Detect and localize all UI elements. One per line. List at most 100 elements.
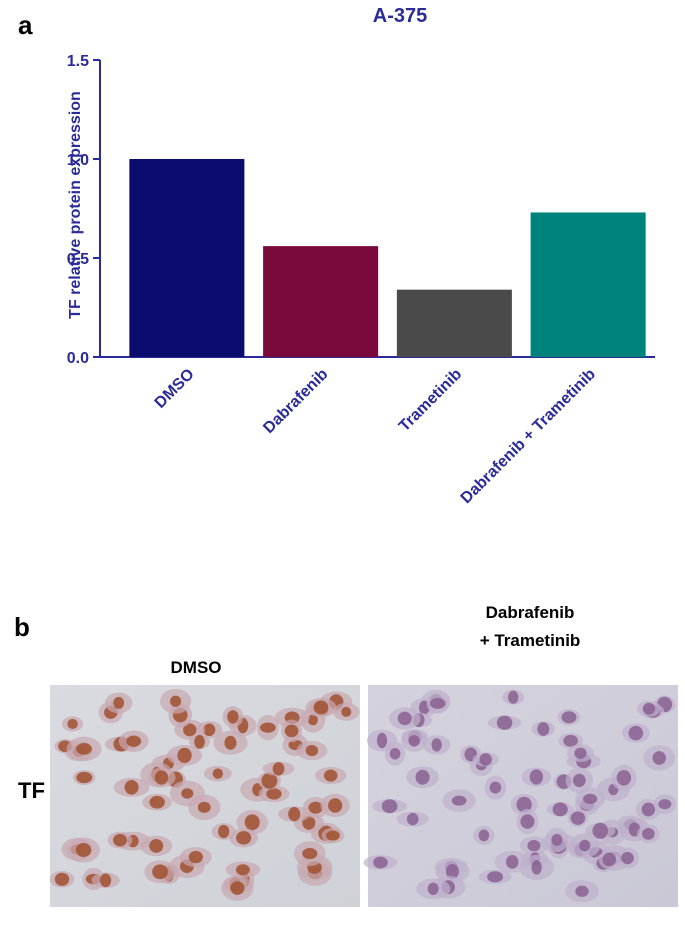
cells (49, 688, 676, 903)
cell-nucleus (99, 873, 112, 888)
chart-title: A-375 (373, 5, 427, 27)
cell-nucleus (197, 801, 211, 813)
bar (530, 212, 646, 357)
cell-nucleus (429, 697, 446, 709)
cell-nucleus (323, 769, 338, 782)
bar (129, 159, 245, 357)
cell-nucleus (188, 850, 203, 864)
cell-nucleus (451, 795, 467, 806)
cell-nucleus (170, 695, 182, 707)
row-label: TF (18, 778, 45, 803)
cell-nucleus (641, 802, 656, 817)
cell-nucleus (373, 856, 388, 869)
cell-nucleus (389, 748, 401, 760)
cell-nucleus (579, 839, 591, 852)
cell-nucleus (266, 788, 282, 800)
cell-nucleus (284, 724, 299, 738)
cell-nucleus (227, 710, 239, 724)
cell-nucleus (570, 811, 586, 825)
cell-nucleus (408, 735, 420, 747)
cell-nucleus (272, 762, 285, 776)
cell-nucleus (520, 814, 535, 829)
cell-nucleus (75, 842, 92, 858)
cell-nucleus (551, 833, 563, 846)
cell-nucleus (152, 864, 168, 880)
cell-nucleus (218, 824, 230, 839)
cell-nucleus (259, 722, 276, 733)
cell-nucleus (478, 829, 490, 842)
x-tick-label: Dabrafenib (260, 366, 331, 437)
y-tick-label: 0.0 (67, 350, 89, 367)
cell-nucleus (552, 802, 568, 817)
panel-label: b (14, 612, 30, 642)
x-tick-label: DMSO (152, 366, 198, 412)
cell-nucleus (203, 723, 216, 737)
cell-nucleus (288, 806, 301, 822)
bar (263, 246, 379, 357)
cell-nucleus (212, 768, 224, 779)
cell-nucleus (305, 745, 319, 757)
y-tick-label: 0.5 (67, 251, 89, 268)
cell-nucleus (572, 773, 586, 788)
column-label: + Trametinib (480, 631, 581, 650)
cell-nucleus (224, 735, 237, 750)
bar (396, 289, 512, 357)
cell-nucleus (574, 747, 587, 759)
cell-nucleus (406, 812, 419, 826)
cell-nucleus (76, 743, 92, 755)
cell-nucleus (244, 814, 260, 831)
cell-nucleus (479, 753, 492, 766)
cell-nucleus (261, 772, 278, 789)
cell-nucleus (621, 851, 634, 865)
cell-nucleus (236, 831, 252, 845)
cell-nucleus (308, 801, 323, 814)
cell-nucleus (124, 780, 139, 795)
cell-nucleus (508, 690, 519, 704)
cell-nucleus (113, 696, 125, 709)
cell-nucleus (616, 769, 632, 786)
cell-nucleus (487, 871, 504, 883)
cell-nucleus (516, 796, 532, 813)
cell-nucleus (427, 882, 439, 896)
cell-nucleus (326, 830, 340, 841)
cell-nucleus (376, 732, 388, 749)
cell-nucleus (642, 828, 655, 840)
column-label: DMSO (171, 658, 222, 677)
cell-nucleus (54, 872, 70, 886)
cell-nucleus (149, 838, 164, 853)
cell-nucleus (76, 771, 93, 784)
cell-nucleus (113, 833, 127, 847)
cell-nucleus (563, 734, 578, 747)
cell-nucleus (415, 769, 430, 785)
cell-nucleus (177, 747, 192, 764)
cell-nucleus (67, 718, 78, 729)
column-label: Dabrafenib (486, 603, 575, 622)
cell-nucleus (531, 860, 542, 875)
cell-nucleus (307, 714, 318, 726)
cell-nucleus (431, 738, 442, 752)
cell-nucleus (602, 852, 616, 867)
y-axis-label: TF relative protein expression (67, 91, 84, 319)
x-tick-label: Dabrafenib + Trametinib (458, 366, 599, 507)
cell-nucleus (149, 795, 165, 809)
cell-nucleus (496, 715, 513, 730)
cell-nucleus (527, 839, 541, 852)
cell-nucleus (328, 798, 343, 813)
cell-nucleus (592, 822, 609, 839)
panel-label: a (18, 10, 33, 40)
cell-nucleus (628, 725, 644, 741)
cell-nucleus (381, 799, 398, 814)
cell-nucleus (235, 864, 250, 876)
y-tick-label: 1.5 (67, 53, 89, 70)
cell-nucleus (529, 769, 544, 785)
cell-nucleus (583, 793, 598, 805)
cell-nucleus (183, 723, 197, 737)
cell-nucleus (561, 711, 577, 724)
cell-nucleus (126, 735, 142, 747)
cell-nucleus (489, 781, 502, 794)
cell-nucleus (313, 700, 329, 715)
plot-area: 0.0 0.5 1.0 1.5 DMSO Dabrafenib TrametinibDabr… (67, 53, 655, 507)
cell-nucleus (642, 702, 656, 715)
cell-nucleus (575, 885, 589, 897)
